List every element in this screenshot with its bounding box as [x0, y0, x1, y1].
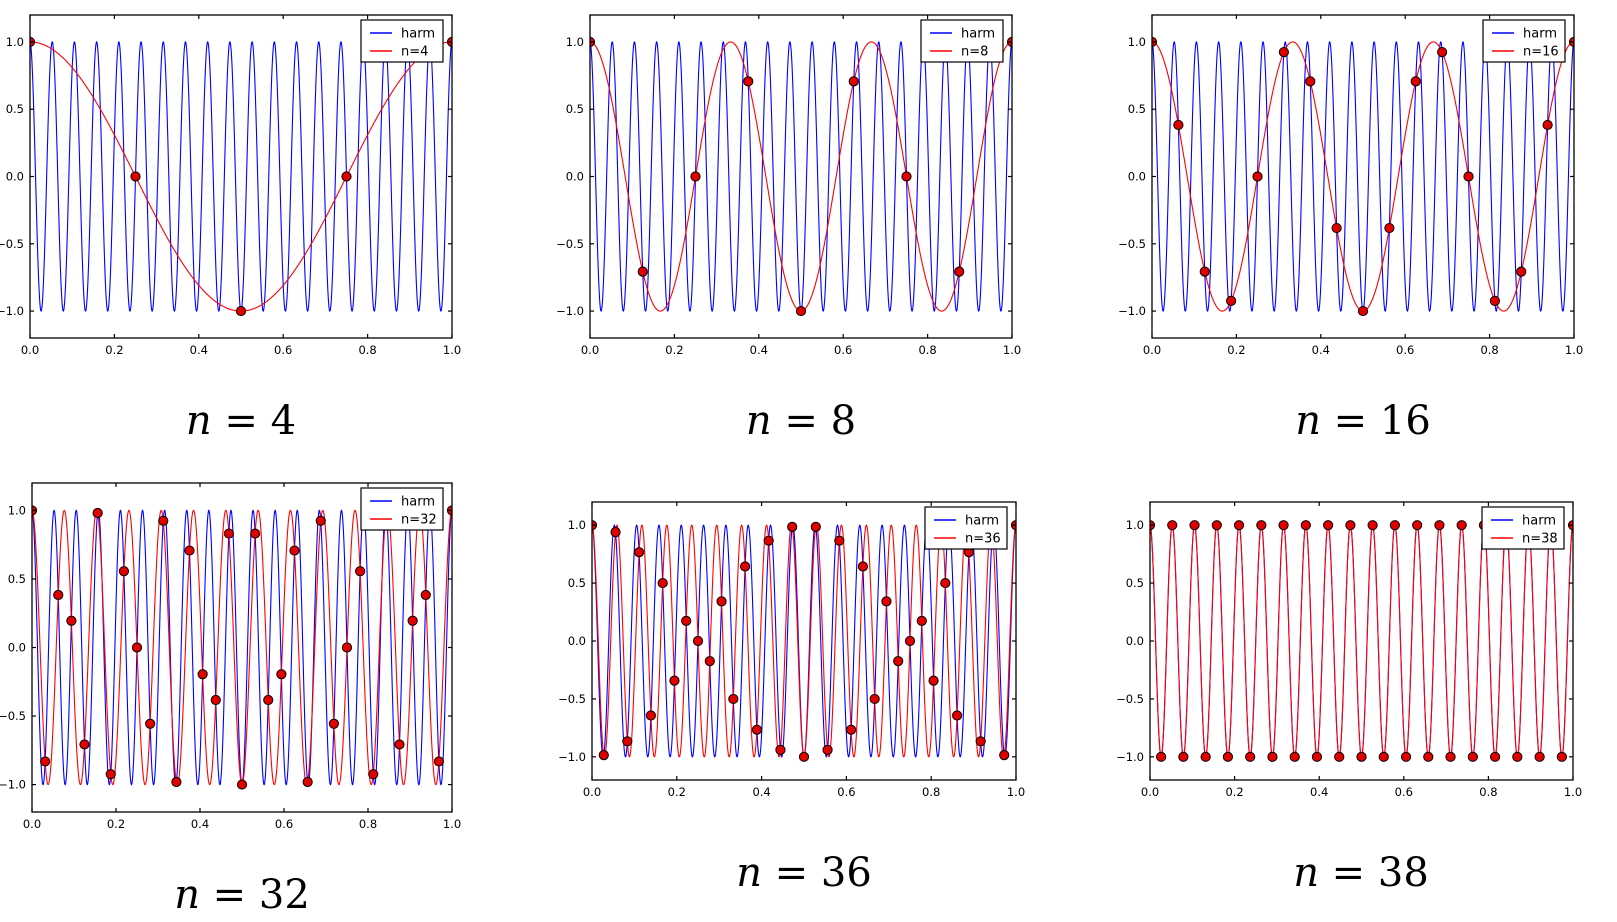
- svg-text:−0.5: −0.5: [1116, 692, 1144, 706]
- svg-text:0.2: 0.2: [668, 785, 686, 799]
- svg-text:harm: harm: [401, 495, 435, 510]
- svg-text:0.0: 0.0: [1128, 170, 1146, 184]
- plot-n16: 0.0 0.2 0.4 0.6 0.8 1.0 −1.0 −0.5 0.0 0.5 1.0 harm n…: [1118, 14, 1583, 357]
- svg-text:harm: harm: [1523, 27, 1557, 42]
- svg-text:0.2: 0.2: [107, 817, 125, 831]
- svg-text:0.0: 0.0: [568, 634, 586, 648]
- svg-text:0.6: 0.6: [837, 785, 855, 799]
- svg-text:0.8: 0.8: [1480, 343, 1498, 357]
- svg-text:n=32: n=32: [401, 513, 437, 528]
- svg-text:0.2: 0.2: [105, 343, 123, 357]
- svg-text:1.0: 1.0: [1007, 785, 1025, 799]
- svg-text:0.4: 0.4: [752, 785, 770, 799]
- svg-text:0.4: 0.4: [190, 343, 208, 357]
- svg-text:n=38: n=38: [1522, 532, 1558, 547]
- svg-text:0.8: 0.8: [922, 785, 940, 799]
- svg-text:0.0: 0.0: [1143, 343, 1161, 357]
- plot-n36: 0.0 0.2 0.4 0.6 0.8 1.0 −1.0 −0.5 0.0 0.5 1.0 harm n…: [558, 501, 1025, 799]
- caption-n4: n = 4: [185, 398, 297, 444]
- svg-text:0.0: 0.0: [581, 343, 599, 357]
- caption-n36: n = 36: [736, 850, 872, 896]
- svg-text:−0.5: −0.5: [556, 237, 584, 251]
- svg-text:1.0: 1.0: [6, 35, 24, 49]
- svg-text:0.6: 0.6: [274, 343, 292, 357]
- plot-n8: 0.0 0.2 0.4 0.6 0.8 1.0 −1.0 −0.5 0.0 0.5 1.0 harm n…: [556, 14, 1021, 357]
- svg-text:−0.5: −0.5: [0, 237, 24, 251]
- svg-text:0.0: 0.0: [1141, 785, 1159, 799]
- svg-text:1.0: 1.0: [1003, 343, 1021, 357]
- svg-text:1.0: 1.0: [568, 518, 586, 532]
- svg-text:0.2: 0.2: [665, 343, 683, 357]
- plot-n38: 0.0 0.2 0.4 0.6 0.8 1.0 −1.0 −0.5 0.0 0.5 1.0 harm n…: [1116, 501, 1582, 799]
- svg-text:0.8: 0.8: [1479, 785, 1497, 799]
- svg-text:0.5: 0.5: [8, 572, 26, 586]
- svg-text:1.0: 1.0: [8, 503, 26, 517]
- svg-text:0.0: 0.0: [6, 170, 24, 184]
- svg-text:0.5: 0.5: [568, 576, 586, 590]
- svg-text:−0.5: −0.5: [0, 709, 26, 723]
- svg-text:n=8: n=8: [961, 45, 988, 60]
- svg-text:0.5: 0.5: [1126, 576, 1144, 590]
- svg-text:0.4: 0.4: [750, 343, 768, 357]
- svg-text:harm: harm: [1522, 514, 1556, 529]
- svg-text:0.0: 0.0: [21, 343, 39, 357]
- svg-text:1.0: 1.0: [1565, 343, 1583, 357]
- svg-text:0.0: 0.0: [23, 817, 41, 831]
- svg-text:1.0: 1.0: [1126, 518, 1144, 532]
- svg-text:0.5: 0.5: [566, 102, 584, 116]
- svg-text:−1.0: −1.0: [1118, 304, 1146, 318]
- svg-text:0.4: 0.4: [1310, 785, 1328, 799]
- plot-n32: 0.0 0.2 0.4 0.6 0.8 1.0 −1.0 −0.5 0.0 0.5 1.0 harm n…: [0, 482, 461, 831]
- svg-text:−1.0: −1.0: [1116, 750, 1144, 764]
- svg-text:1.0: 1.0: [443, 343, 461, 357]
- svg-text:1.0: 1.0: [1564, 785, 1582, 799]
- svg-text:0.8: 0.8: [359, 817, 377, 831]
- svg-text:1.0: 1.0: [443, 817, 461, 831]
- svg-text:0.5: 0.5: [6, 102, 24, 116]
- svg-text:−1.0: −1.0: [0, 778, 26, 792]
- svg-text:harm: harm: [401, 27, 435, 42]
- svg-text:0.2: 0.2: [1225, 785, 1243, 799]
- svg-text:0.4: 0.4: [191, 817, 209, 831]
- svg-text:1.0: 1.0: [566, 35, 584, 49]
- svg-text:0.5: 0.5: [1128, 102, 1146, 116]
- caption-n38: n = 38: [1293, 850, 1429, 896]
- svg-text:−1.0: −1.0: [0, 304, 24, 318]
- svg-text:0.6: 0.6: [834, 343, 852, 357]
- svg-text:harm: harm: [961, 27, 995, 42]
- svg-text:n=16: n=16: [1523, 45, 1559, 60]
- svg-text:0.6: 0.6: [275, 817, 293, 831]
- svg-text:1.0: 1.0: [1128, 35, 1146, 49]
- svg-text:harm: harm: [965, 514, 999, 529]
- plot-n4: 0.0 0.2 0.4 0.6 0.8 1.0 −1.0 −0.5 0.0 0.5 1.0 harm n…: [0, 14, 461, 357]
- svg-text:0.0: 0.0: [8, 641, 26, 655]
- caption-n32: n = 32: [174, 872, 310, 918]
- svg-text:0.2: 0.2: [1227, 343, 1245, 357]
- svg-text:−1.0: −1.0: [556, 304, 584, 318]
- caption-n16: n = 16: [1295, 398, 1431, 444]
- svg-text:0.8: 0.8: [358, 343, 376, 357]
- svg-text:−0.5: −0.5: [558, 692, 586, 706]
- svg-text:n=4: n=4: [401, 45, 428, 60]
- svg-text:0.0: 0.0: [583, 785, 601, 799]
- svg-text:−0.5: −0.5: [1118, 237, 1146, 251]
- svg-text:0.8: 0.8: [918, 343, 936, 357]
- svg-text:0.6: 0.6: [1396, 343, 1414, 357]
- svg-text:0.0: 0.0: [1126, 634, 1144, 648]
- svg-text:−1.0: −1.0: [558, 750, 586, 764]
- svg-text:n=36: n=36: [965, 532, 1001, 547]
- svg-text:0.6: 0.6: [1395, 785, 1413, 799]
- caption-n8: n = 8: [745, 398, 857, 444]
- svg-text:0.0: 0.0: [566, 170, 584, 184]
- svg-text:0.4: 0.4: [1312, 343, 1330, 357]
